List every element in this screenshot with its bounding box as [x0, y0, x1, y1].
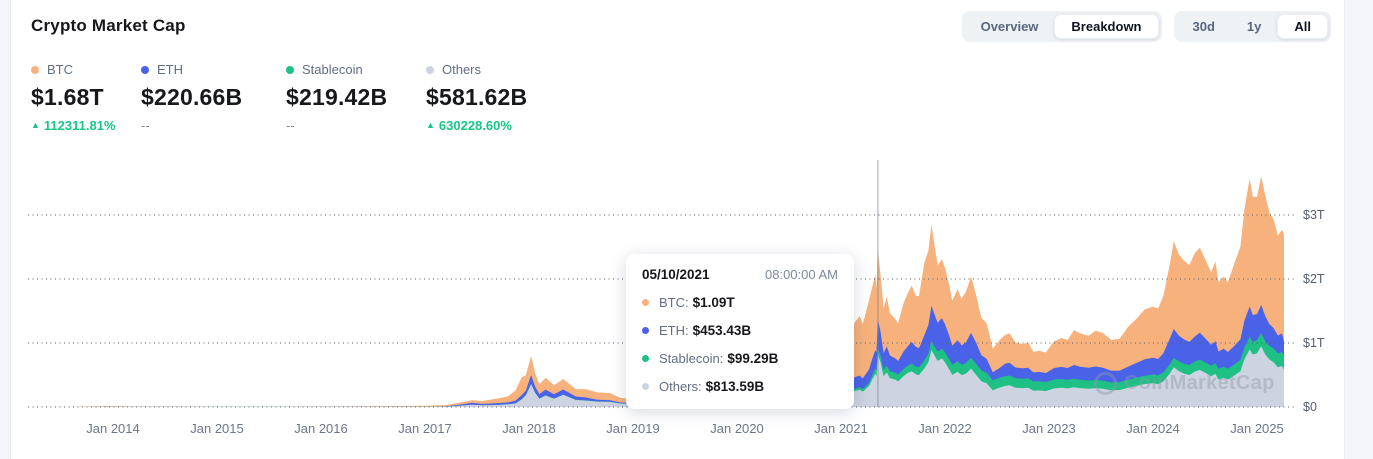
x-tick-label: Jan 2023 — [1022, 421, 1076, 436]
stat-eth[interactable]: ETH $220.66B -- — [141, 62, 286, 133]
stat-stablecoin[interactable]: Stablecoin $219.42B -- — [286, 62, 426, 133]
stat-change: ▲ 630228.60% — [426, 118, 512, 133]
stacked-area-plot[interactable] — [28, 160, 1296, 408]
x-tick-label: Jan 2024 — [1126, 421, 1180, 436]
tooltip-time: 08:00:00 AM — [765, 267, 838, 282]
tab-1y[interactable]: 1y — [1231, 14, 1277, 39]
tooltip-row-eth: ETH: $453.43B — [642, 323, 838, 338]
x-tick-label: Jan 2025 — [1230, 421, 1284, 436]
stablecoin-legend-dot — [286, 65, 294, 74]
x-tick-label: Jan 2015 — [190, 421, 244, 436]
x-tick-label: Jan 2021 — [814, 421, 868, 436]
y-tick-label: $3T — [1303, 208, 1325, 222]
x-tick-label: Jan 2014 — [86, 421, 140, 436]
stat-value: $220.66B — [141, 84, 243, 110]
stablecoin-dot-icon — [642, 355, 649, 362]
eth-dot-icon — [642, 327, 649, 334]
view-toggle-group: Overview Breakdown — [961, 11, 1162, 42]
chart-tooltip: 05/10/2021 08:00:00 AM BTC: $1.09T ETH: … — [626, 254, 854, 409]
tab-30d[interactable]: 30d — [1177, 14, 1231, 39]
stats-row: BTC $1.68T ▲ 112311.81% ETH $220.66B -- — [31, 62, 586, 133]
range-toggle-group: 30d 1y All — [1173, 11, 1331, 42]
stat-change: -- — [141, 118, 150, 133]
others-legend-dot — [426, 65, 434, 74]
stat-label: BTC — [47, 62, 73, 77]
stat-change: ▲ 112311.81% — [31, 118, 116, 133]
y-tick-label: $0 — [1303, 400, 1317, 414]
stat-value: $581.62B — [426, 84, 528, 110]
tab-breakdown[interactable]: Breakdown — [1054, 14, 1159, 39]
x-tick-label: Jan 2022 — [918, 421, 972, 436]
crypto-market-cap-card: Crypto Market Cap Overview Breakdown 30d… — [10, 0, 1345, 459]
y-tick-label: $2T — [1303, 272, 1325, 286]
tooltip-date: 05/10/2021 — [642, 267, 710, 282]
tooltip-row-others: Others: $813.59B — [642, 379, 838, 394]
chart-toolbar: Overview Breakdown 30d 1y All — [961, 11, 1331, 42]
others-dot-icon — [642, 383, 649, 390]
stat-value: $1.68T — [31, 84, 104, 110]
others-area — [28, 346, 1284, 407]
stat-label: Stablecoin — [302, 62, 363, 77]
tooltip-row-btc: BTC: $1.09T — [642, 295, 838, 310]
stat-label: Others — [442, 62, 482, 77]
x-tick-label: Jan 2020 — [710, 421, 764, 436]
eth-legend-dot — [141, 65, 149, 74]
tab-overview[interactable]: Overview — [965, 14, 1055, 39]
x-tick-label: Jan 2017 — [398, 421, 452, 436]
up-arrow-icon: ▲ — [31, 120, 40, 130]
page-title: Crypto Market Cap — [31, 16, 186, 35]
btc-dot-icon — [642, 299, 649, 306]
btc-legend-dot — [31, 65, 39, 74]
x-tick-label: Jan 2016 — [294, 421, 348, 436]
tab-all[interactable]: All — [1277, 14, 1328, 39]
up-arrow-icon: ▲ — [426, 120, 435, 130]
stat-others[interactable]: Others $581.62B ▲ 630228.60% — [426, 62, 586, 133]
stat-btc[interactable]: BTC $1.68T ▲ 112311.81% — [31, 62, 141, 133]
market-cap-chart[interactable]: CoinMarketCap Jan 2014 Jan 2015 Jan 2016 Ja… — [11, 0, 1346, 459]
x-tick-label: Jan 2018 — [502, 421, 556, 436]
stat-value: $219.42B — [286, 84, 388, 110]
tooltip-row-stablecoin: Stablecoin: $99.29B — [642, 351, 838, 366]
x-axis: Jan 2014 Jan 2015 Jan 2016 Jan 2017 Jan 2018… — [11, 421, 1346, 439]
y-tick-label: $1T — [1303, 336, 1325, 350]
stat-label: ETH — [157, 62, 183, 77]
stat-change: -- — [286, 118, 295, 133]
x-tick-label: Jan 2019 — [606, 421, 660, 436]
